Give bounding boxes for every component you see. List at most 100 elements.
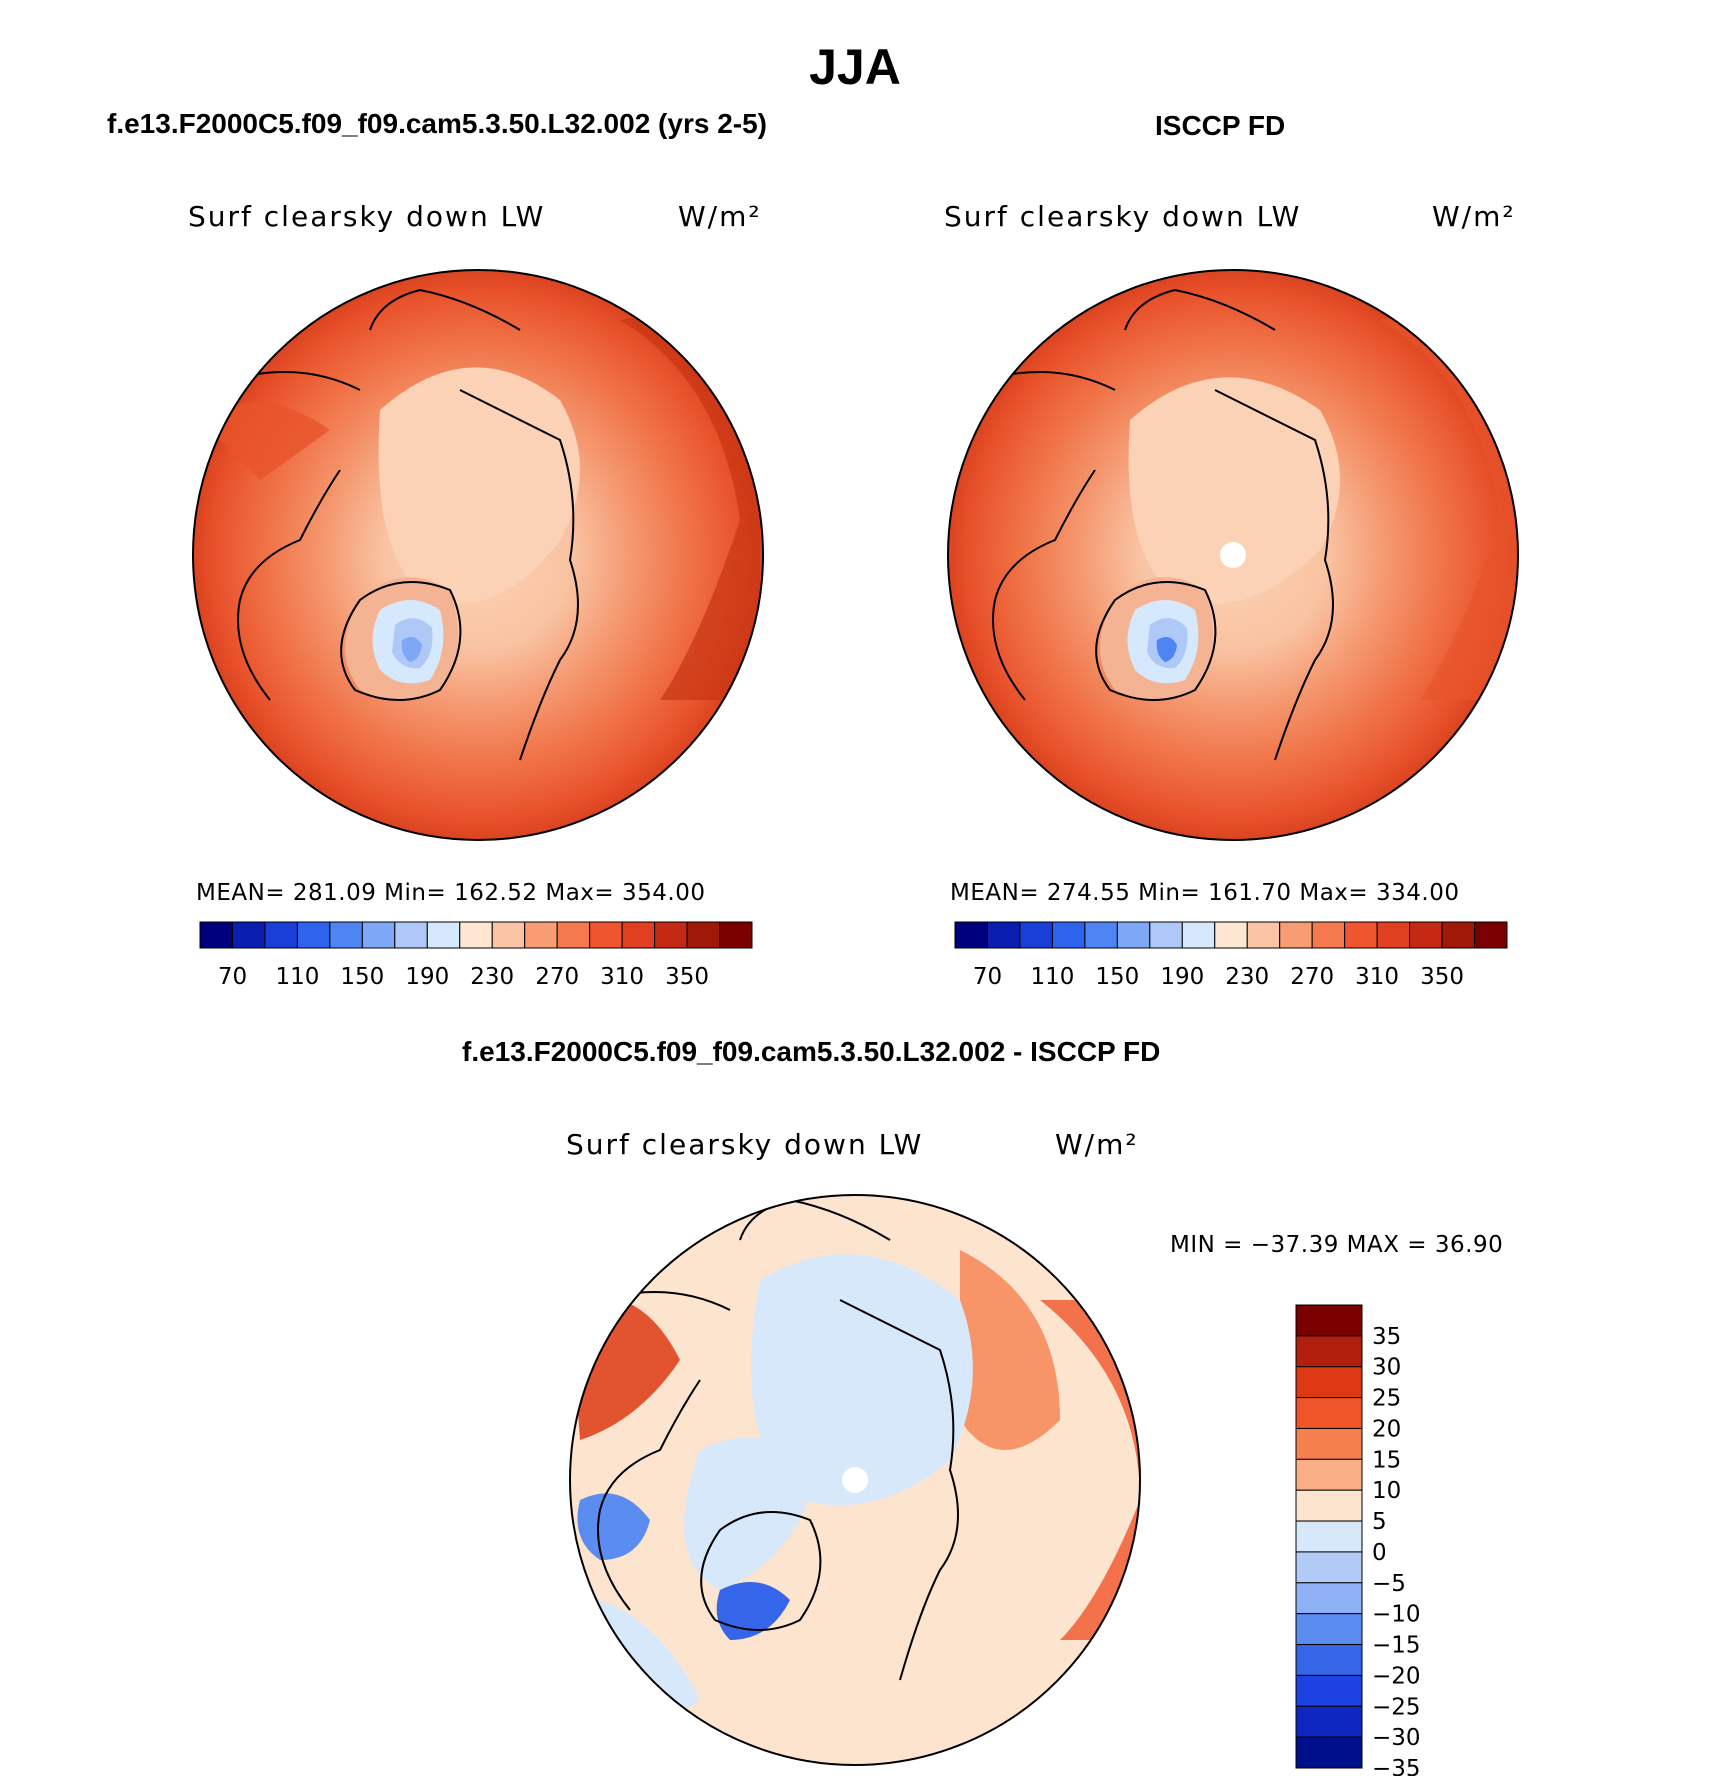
- colorbar-swatch: [1295, 1520, 1363, 1553]
- colorbar-tick-label: 70: [973, 964, 1002, 990]
- colorbar-swatch: [1295, 1736, 1363, 1769]
- colorbar-swatch: [1181, 921, 1216, 949]
- colorbar-swatch: [654, 921, 688, 949]
- colorbar-swatch: [231, 921, 266, 949]
- colorbar-tick-label: −25: [1372, 1694, 1421, 1720]
- colorbar-swatch: [1474, 921, 1508, 949]
- colorbar-tick-label: 350: [1420, 964, 1464, 990]
- panel-3-variable: Surf clearsky down LW: [566, 1128, 924, 1161]
- colorbar-panel-2: 70 110 150 190 230 270 310 350: [954, 921, 1508, 990]
- colorbar-swatch: [1295, 1644, 1363, 1676]
- colorbar-swatch: [296, 921, 331, 949]
- colorbar-tick-label: 190: [405, 964, 449, 990]
- panel-3-units: W/m²: [1055, 1128, 1139, 1161]
- colorbar-swatch: [1295, 1705, 1363, 1738]
- colorbar-tick-label: 5: [1372, 1509, 1387, 1535]
- colorbar-tick-label: −5: [1372, 1571, 1406, 1597]
- colorbar-tick-label: 230: [1225, 964, 1269, 990]
- colorbar-tick-label: −20: [1372, 1663, 1421, 1689]
- panel-2-units: W/m²: [1432, 200, 1516, 233]
- colorbar-swatch: [1295, 1366, 1363, 1399]
- map-panel-3: [569, 1194, 1141, 1766]
- panel-3-title: f.e13.F2000C5.f09_f09.cam5.3.50.L32.002 …: [462, 1036, 1161, 1067]
- colorbar-tick-label: 350: [665, 964, 709, 990]
- panel-2-title: ISCCP FD: [1155, 110, 1286, 141]
- colorbar-tick-label: 110: [275, 964, 319, 990]
- panel-2-variable: Surf clearsky down LW: [944, 200, 1302, 233]
- colorbar-swatch: [459, 921, 493, 949]
- colorbar-swatch: [1295, 1582, 1363, 1615]
- colorbar-swatch: [954, 921, 988, 949]
- colorbar-swatch: [1409, 921, 1443, 949]
- colorbar-swatch: [1051, 921, 1086, 949]
- colorbar-swatch: [1279, 921, 1313, 949]
- colorbar-tick-label: 110: [1030, 964, 1074, 990]
- colorbar-swatch: [264, 921, 298, 949]
- colorbar-swatch: [1295, 1427, 1363, 1460]
- colorbar-swatch: [361, 921, 396, 949]
- colorbar-swatch: [1116, 921, 1151, 949]
- colorbar-swatch: [719, 921, 753, 949]
- colorbar-tick-label: 150: [340, 964, 384, 990]
- colorbar-swatch: [524, 921, 558, 949]
- colorbar-swatch: [686, 921, 721, 949]
- colorbar-swatch: [1295, 1551, 1363, 1584]
- colorbar-swatch: [1311, 921, 1346, 949]
- colorbar-tick-label: 310: [600, 964, 644, 990]
- colorbar-tick-label: −35: [1372, 1756, 1421, 1776]
- colorbar-swatch: [1149, 921, 1183, 949]
- colorbar-swatch: [329, 921, 363, 949]
- figure-title: JJA: [809, 39, 901, 95]
- map-panel-1: [192, 269, 764, 841]
- colorbar-tick-label: 190: [1160, 964, 1204, 990]
- colorbar-swatch: [1019, 921, 1053, 949]
- colorbar-tick-label: −30: [1372, 1725, 1421, 1751]
- colorbar-swatch: [1295, 1335, 1363, 1368]
- colorbar-diff: 35 30 25 20 15 10 5 0 −5 −10 −15 −20 −25 −30 −35: [1295, 1304, 1421, 1776]
- colorbar-tick-label: −15: [1372, 1633, 1421, 1659]
- panel-1-variable: Surf clearsky down LW: [188, 200, 546, 233]
- colorbar-swatch: [1295, 1304, 1363, 1337]
- colorbar-tick-label: 70: [218, 964, 247, 990]
- colorbar-panel-1: 70 110 150 190 230 270 310 350: [199, 921, 753, 990]
- panel-1-stats: MEAN= 281.09 Min= 162.52 Max= 354.00: [196, 880, 706, 906]
- colorbar-swatch: [491, 921, 526, 949]
- colorbar-tick-label: 0: [1372, 1540, 1387, 1566]
- colorbar-swatch: [1376, 921, 1411, 949]
- map-panel-2: [947, 269, 1519, 841]
- colorbar-swatch: [1295, 1613, 1363, 1646]
- colorbar-tick-label: 270: [1290, 964, 1334, 990]
- colorbar-tick-label: 20: [1372, 1416, 1401, 1442]
- colorbar-swatch: [1246, 921, 1281, 949]
- colorbar-swatch: [1214, 921, 1248, 949]
- colorbar-tick-label: 270: [535, 964, 579, 990]
- colorbar-swatch: [394, 921, 428, 949]
- colorbar-swatch: [199, 921, 233, 949]
- colorbar-swatch: [1295, 1397, 1363, 1429]
- colorbar-tick-label: 35: [1372, 1324, 1401, 1350]
- colorbar-tick-label: 150: [1095, 964, 1139, 990]
- panel-1-title: f.e13.F2000C5.f09_f09.cam5.3.50.L32.002 …: [107, 108, 767, 139]
- colorbar-tick-label: 10: [1372, 1478, 1401, 1504]
- colorbar-swatch: [1295, 1674, 1363, 1707]
- panel-1-units: W/m²: [678, 200, 762, 233]
- colorbar-tick-label: 25: [1372, 1386, 1401, 1412]
- panel-2-stats: MEAN= 274.55 Min= 161.70 Max= 334.00: [950, 880, 1460, 906]
- panel-3-stats: MIN = −37.39 MAX = 36.90: [1170, 1232, 1504, 1258]
- colorbar-swatch: [986, 921, 1021, 949]
- colorbar-tick-label: −10: [1372, 1602, 1421, 1628]
- colorbar-swatch: [621, 921, 656, 949]
- colorbar-swatch: [426, 921, 461, 949]
- colorbar-swatch: [589, 921, 623, 949]
- colorbar-tick-label: 15: [1372, 1447, 1401, 1473]
- colorbar-swatch: [1295, 1489, 1363, 1522]
- colorbar-swatch: [1344, 921, 1378, 949]
- colorbar-tick-label: 310: [1355, 964, 1399, 990]
- colorbar-swatch: [1441, 921, 1476, 949]
- colorbar-swatch: [556, 921, 591, 949]
- colorbar-tick-label: 230: [470, 964, 514, 990]
- colorbar-swatch: [1084, 921, 1118, 949]
- colorbar-tick-label: 30: [1372, 1355, 1401, 1381]
- colorbar-swatch: [1295, 1458, 1363, 1491]
